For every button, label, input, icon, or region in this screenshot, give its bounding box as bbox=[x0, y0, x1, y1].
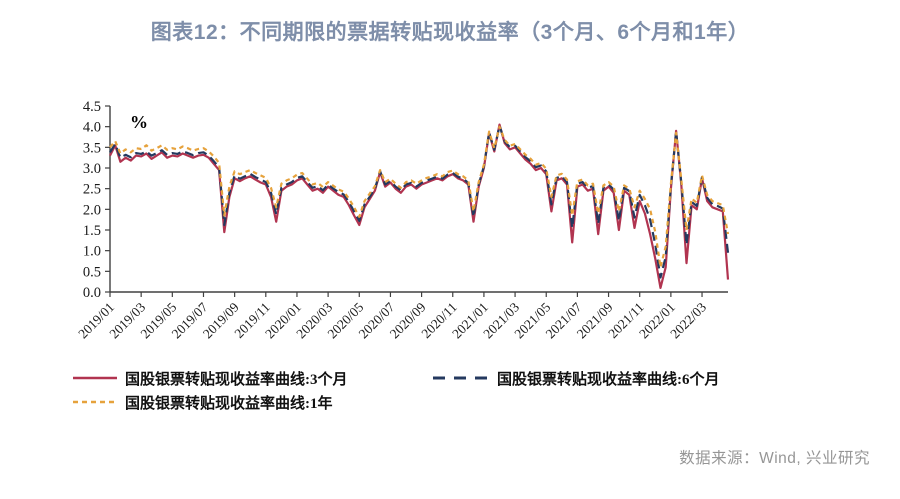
legend-swatch-3m-line bbox=[73, 376, 117, 380]
series-line-1 bbox=[109, 124, 730, 279]
legend-label-6m: 国股银票转贴现收益率曲线:6个月 bbox=[497, 371, 720, 388]
y-tick-label: 3.0 bbox=[83, 161, 101, 177]
y-tick-label: 1.5 bbox=[83, 223, 101, 239]
legend-label-1y: 国股银票转贴现收益率曲线:1年 bbox=[125, 395, 333, 412]
y-tick-label: 0.0 bbox=[83, 285, 101, 301]
y-tick-label: 4.5 bbox=[83, 99, 101, 115]
y-tick-label: 1.0 bbox=[83, 244, 101, 260]
data-source: 数据来源：Wind, 兴业研究 bbox=[679, 450, 870, 467]
line-chart-plot: 0.00.51.01.52.02.53.03.54.04.52019/01201… bbox=[75, 99, 730, 341]
legend-swatch-1y-line bbox=[73, 400, 117, 404]
chart-title: 图表12：不同期限的票据转贴现收益率（3个月、6个月和1年） bbox=[150, 21, 750, 44]
x-tick-label: 2022/03 bbox=[667, 299, 709, 341]
legend-item-1y: 国股银票转贴现收益率曲线:1年 bbox=[72, 392, 333, 412]
y-tick-label: 2.5 bbox=[83, 182, 101, 198]
series-line-2 bbox=[109, 125, 730, 269]
y-tick-label: 0.5 bbox=[83, 264, 101, 280]
y-tick-label: 3.5 bbox=[83, 140, 101, 156]
legend-item-3m: 国股银票转贴现收益率曲线:3个月 bbox=[72, 368, 348, 388]
y-tick-label: 4.0 bbox=[83, 120, 101, 136]
legend-label-3m: 国股银票转贴现收益率曲线:3个月 bbox=[125, 371, 348, 388]
y-tick-label: 2.0 bbox=[83, 202, 101, 218]
legend-swatch-6m-line bbox=[433, 376, 489, 380]
legend-item-6m: 国股银票转贴现收益率曲线:6个月 bbox=[432, 368, 720, 388]
series-line-0 bbox=[109, 123, 730, 289]
y-unit-label: % bbox=[130, 112, 148, 132]
